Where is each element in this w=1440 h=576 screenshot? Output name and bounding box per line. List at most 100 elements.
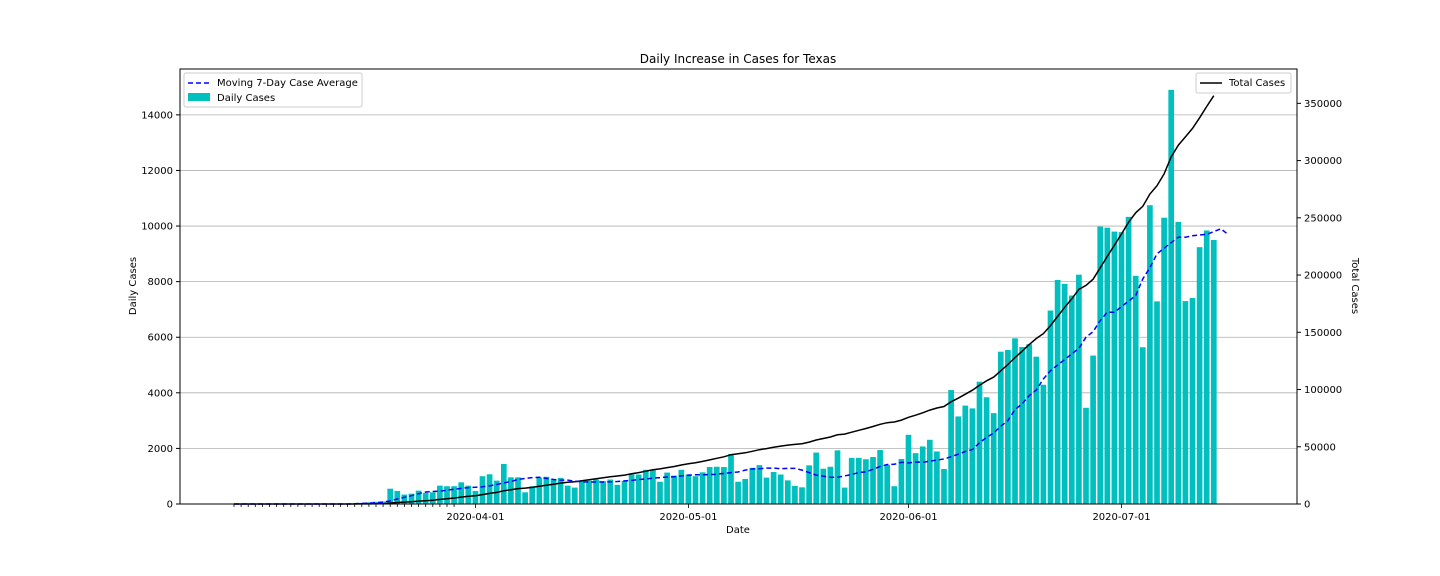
daily-cases-bar — [1019, 346, 1025, 504]
daily-cases-bar — [635, 474, 642, 504]
daily-cases-bar — [770, 472, 777, 504]
daily-cases-bar — [941, 468, 947, 504]
chart-title: Daily Increase in Cases for Texas — [640, 52, 836, 66]
daily-cases-bar — [678, 469, 685, 504]
daily-cases-bar — [1068, 295, 1075, 504]
daily-cases-bar — [508, 477, 514, 504]
daily-cases-bar — [1196, 247, 1203, 505]
daily-cases-bar — [756, 465, 763, 504]
daily-cases-bar — [458, 482, 465, 504]
left-y-axis: 0 2000 4000 6000 8000 10000 12000 14000 — [141, 110, 180, 511]
daily-cases-bar — [784, 480, 791, 504]
daily-cases-bar — [898, 458, 905, 504]
daily-cases-bar — [792, 485, 798, 504]
daily-cases-bar — [1026, 344, 1033, 504]
left-tick-label: 10000 — [141, 222, 173, 233]
daily-cases-bar — [586, 480, 592, 504]
daily-cases-bar — [664, 472, 670, 504]
daily-cases-bar — [1154, 301, 1160, 504]
daily-cases-bar — [1005, 350, 1011, 504]
daily-cases-bar — [926, 439, 933, 504]
x-axis: 2020-04-01 2020-05-01 2020-06-01 2020-07-01 — [233, 504, 1151, 523]
legend-left-box — [183, 72, 363, 108]
left-tick-label: 8000 — [148, 277, 173, 288]
daily-cases-bar — [1132, 275, 1139, 504]
daily-cases-bar — [749, 467, 756, 504]
daily-cases-bar — [529, 486, 536, 504]
daily-cases-bar — [855, 457, 862, 504]
left-tick-label: 4000 — [148, 388, 173, 399]
daily-cases-bar — [735, 481, 741, 504]
daily-cases-bar — [841, 487, 848, 504]
daily-cases-bar — [373, 501, 379, 504]
daily-cases-bar — [500, 463, 507, 504]
daily-cases-bar — [1076, 274, 1082, 504]
x-tick-label: 2020-06-01 — [879, 512, 937, 523]
daily-cases-bar — [827, 466, 834, 504]
daily-cases-bar — [1104, 227, 1111, 504]
daily-cases-bar — [564, 485, 571, 504]
daily-cases-bar — [1097, 226, 1104, 504]
daily-cases-bar — [1012, 338, 1018, 504]
legend-bars-label: Daily Cases — [217, 93, 275, 104]
daily-cases-bar — [948, 390, 954, 504]
daily-cases-bar — [1189, 298, 1196, 504]
daily-cases-bar — [1040, 384, 1047, 504]
daily-cases-bar — [380, 501, 386, 504]
legend-total-label: Total Cases — [1228, 78, 1285, 89]
x-axis-label: Date — [726, 525, 750, 536]
daily-cases-bar — [557, 477, 564, 504]
daily-cases-bar — [997, 351, 1004, 504]
daily-cases-bar — [990, 413, 997, 504]
daily-cases-bar — [848, 457, 855, 504]
daily-cases-bar — [642, 469, 649, 504]
daily-cases-bar — [543, 476, 550, 504]
daily-cases-bar — [522, 492, 528, 504]
x-tick-label: 2020-04-01 — [446, 512, 504, 523]
daily-cases-bar — [912, 453, 919, 504]
daily-cases-bar — [1090, 355, 1096, 504]
daily-cases-bar — [799, 487, 805, 504]
right-tick-label: 0 — [1304, 500, 1310, 511]
daily-cases-bar — [408, 493, 415, 504]
daily-cases-bar — [486, 474, 493, 504]
daily-cases-bar — [1111, 231, 1118, 505]
y2-axis-label: Total Cases — [1349, 257, 1360, 314]
daily-cases-bar — [394, 490, 401, 504]
daily-cases-bars — [344, 89, 1217, 505]
gridlines — [180, 114, 1297, 449]
daily-cases-bar — [628, 474, 635, 504]
legend-left: Moving 7-Day Case Average Daily Cases — [183, 72, 363, 108]
daily-cases-bar — [983, 397, 990, 504]
right-tick-label: 100000 — [1304, 385, 1342, 396]
daily-cases-bar — [685, 474, 692, 504]
daily-cases-bar — [422, 492, 429, 504]
daily-cases-bar — [607, 479, 614, 504]
daily-cases-bar — [891, 486, 898, 504]
daily-cases-bar — [919, 446, 926, 504]
x-tick-label: 2020-05-01 — [659, 512, 717, 523]
left-tick-label: 12000 — [141, 166, 173, 177]
daily-cases-bar — [1182, 301, 1189, 504]
daily-cases-bar — [444, 486, 450, 504]
legend-right-box — [1195, 72, 1292, 94]
daily-cases-bar — [692, 476, 699, 504]
daily-cases-bar — [429, 492, 436, 504]
daily-cases-bar — [706, 467, 713, 504]
right-y-axis: 0 50000 100000 150000 200000 250000 300000 3500… — [1297, 99, 1342, 511]
daily-cases-bar — [1175, 221, 1182, 504]
daily-cases-bar — [721, 467, 727, 504]
daily-cases-bar — [401, 494, 408, 504]
daily-cases-bar — [614, 484, 621, 504]
daily-cases-bar — [1054, 279, 1061, 504]
left-tick-label: 14000 — [141, 110, 173, 121]
legend-average-label: Moving 7-Day Case Average — [217, 78, 358, 89]
left-tick-label: 0 — [167, 500, 173, 511]
plot-frame — [179, 68, 1298, 505]
right-tick-label: 250000 — [1304, 213, 1342, 224]
right-tick-label: 200000 — [1304, 271, 1342, 282]
x-tick-label: 2020-07-01 — [1092, 512, 1150, 523]
daily-cases-bar — [671, 475, 678, 504]
daily-cases-bar — [550, 479, 557, 504]
daily-cases-bar — [1118, 232, 1125, 505]
